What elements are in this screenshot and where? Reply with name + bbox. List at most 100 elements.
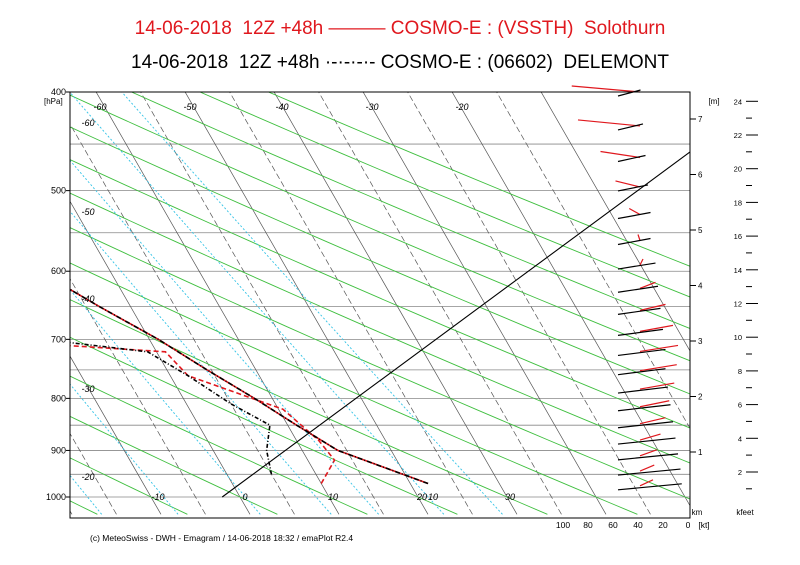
wind-barb-black (617, 453, 679, 461)
wind-barb-red (571, 85, 641, 93)
wind-tick-label: 20 (658, 520, 668, 530)
km-unit-label: km (692, 508, 703, 517)
chart-title-red-run: 14-06-2018 12Z +48h ——— COSMO-E : (VSSTH… (134, 18, 666, 39)
wind-barb-black (617, 154, 646, 163)
wind-tick-label: 60 (608, 520, 618, 530)
temperature-label: -50 (183, 102, 196, 112)
temperature-label: 30 (505, 492, 515, 502)
dry-adiabat-line (70, 500, 98, 515)
height-m-tick-label: 7 (698, 115, 703, 124)
wind-barb-red (577, 119, 641, 127)
dry-adiabat-line (70, 299, 548, 515)
temperature-label: 10 (328, 492, 338, 502)
height-kfeet-tick-label: 6 (738, 401, 742, 410)
temperature-label: -10 (151, 492, 164, 502)
dewpoint-line-red (70, 344, 336, 484)
wind-barb-black (617, 468, 681, 476)
height-kfeet-tick-label: 8 (738, 367, 742, 376)
pressure-tick-label: 700 (51, 334, 66, 344)
wind-barb-red (639, 281, 656, 289)
height-m-tick-label: 3 (698, 337, 703, 346)
height-kfeet-tick-label: 10 (734, 333, 742, 342)
reference-line (221, 151, 690, 498)
isotherm-line (540, 92, 690, 352)
height-kfeet-tick-label: 2 (738, 468, 742, 477)
height-axis-m-unit: [m] (708, 97, 719, 106)
pressure-tick-label: 900 (51, 445, 66, 455)
wind-barb-red (637, 234, 641, 241)
wind-barb-black (617, 307, 661, 315)
pressure-tick-label: 600 (51, 266, 66, 276)
temperature-label: 0 (242, 492, 247, 502)
isotherm-line (318, 92, 562, 515)
height-kfeet-tick-label: 22 (734, 131, 742, 140)
temperature-label: -40 (81, 294, 94, 304)
wind-barb-red (628, 208, 641, 216)
temperature-label: -40 (275, 102, 288, 112)
wind-barb-black (617, 184, 649, 192)
wind-barb-black (617, 123, 644, 131)
dry-adiabat-line (267, 92, 690, 267)
mixing-ratio-line (0, 69, 31, 514)
wind-barb-black (617, 348, 666, 357)
profile-lines (70, 151, 690, 498)
wind-barb-red (639, 344, 679, 353)
dry-adiabat-line (0, 69, 7, 514)
wind-barb-red (615, 180, 641, 188)
pressure-tick-label: 500 (51, 186, 66, 196)
isotherm-line (95, 92, 340, 515)
wind-barb-black (617, 421, 674, 429)
isotherm-line (496, 92, 690, 430)
isotherm-line (362, 92, 607, 515)
wind-tick-label: 80 (583, 520, 593, 530)
isotherm-line (229, 92, 473, 515)
height-m-tick-label: 2 (698, 393, 703, 402)
wind-tick-label: 100 (556, 520, 570, 530)
height-m-tick-label: 5 (698, 226, 703, 235)
height-m-tick-label: 6 (698, 171, 703, 180)
wind-barb-black (617, 89, 641, 97)
dry-adiabat-line (70, 336, 458, 515)
wind-barb-red (639, 364, 677, 372)
chart-title-black-run: 14-06-2018 12Z +48h ·-·-·-·- COSMO-E : (… (131, 52, 669, 73)
mixing-ratio-line (70, 92, 445, 515)
wind-tick-label: 40 (633, 520, 643, 530)
dry-adiabat-line (70, 262, 638, 515)
wind-barb-red (600, 150, 641, 159)
height-kfeet-tick-label: 14 (734, 266, 742, 275)
wind-barb-red (639, 449, 657, 457)
wind-barb-red (639, 479, 654, 487)
wind-barb-red (639, 324, 674, 332)
height-kfeet-tick-label: 4 (738, 434, 742, 443)
temperature-label: -50 (81, 207, 94, 217)
isotherm-line (70, 278, 206, 515)
wind-barbs (571, 85, 682, 491)
wind-barb-red (639, 400, 670, 408)
wind-barb-red (639, 382, 675, 390)
dry-adiabat-line (70, 159, 690, 429)
dewpoint-line-black (70, 341, 273, 475)
height-m-tick-label: 4 (698, 282, 703, 291)
height-kfeet-tick-label: 20 (734, 165, 742, 174)
mixing-ratio-line (70, 383, 179, 515)
mixing-ratio-line (70, 159, 379, 515)
temperature-label: 20 (416, 492, 427, 502)
dry-adiabat-line (70, 457, 188, 515)
wind-barb-black (617, 262, 656, 270)
height-m-tick-label: 1 (698, 448, 703, 457)
height-kfeet-tick-label: 18 (734, 198, 742, 207)
pressure-tick-label: 1000 (46, 492, 66, 502)
emagram-grid (0, 69, 690, 515)
temperature-label: -20 (81, 472, 94, 482)
temperature-label: -30 (365, 102, 378, 112)
adiabat-label: 10 (428, 492, 438, 502)
wind-barb-black (617, 386, 669, 394)
mixing-ratio-line (70, 289, 261, 515)
wind-barb-black (617, 483, 682, 491)
kfeet-unit-label: kfeet (736, 508, 754, 517)
isotherm-line (407, 92, 651, 515)
isotherm-line (273, 92, 518, 515)
dry-adiabat-line (70, 227, 690, 500)
wind-barb-black (617, 437, 676, 445)
dry-adiabat-line (70, 415, 278, 515)
